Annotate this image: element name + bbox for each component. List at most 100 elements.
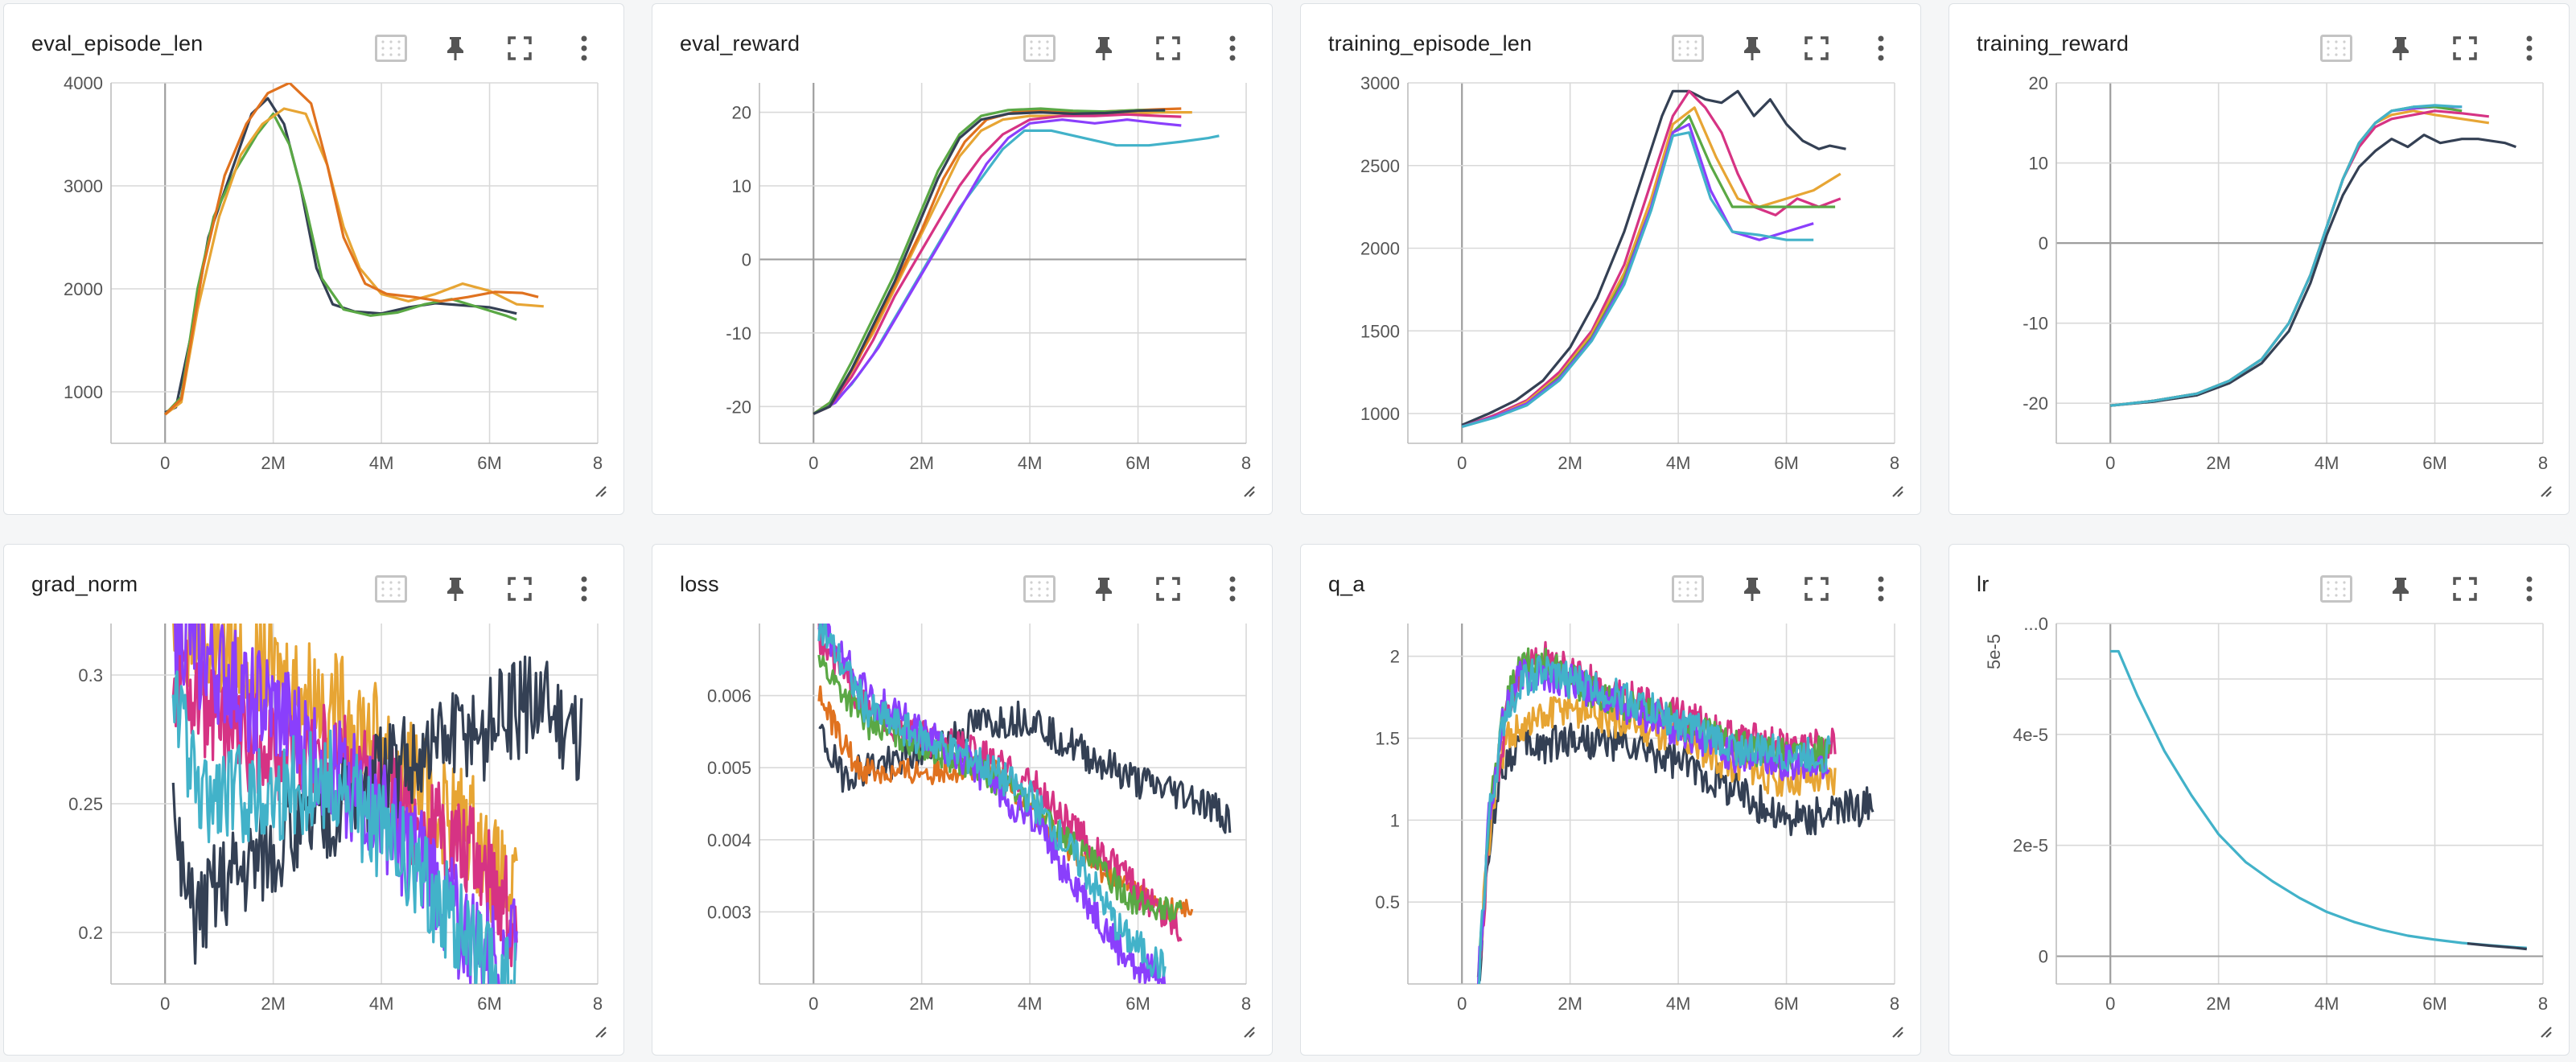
resize-handle-icon[interactable] xyxy=(1888,482,1904,498)
y-tick-label: ...0 xyxy=(2023,614,2048,634)
pin-button[interactable] xyxy=(2381,28,2421,68)
x-tick-label: 2M xyxy=(261,994,286,1014)
fullscreen-icon xyxy=(1156,577,1180,601)
chart-card: training_episode_len 0 2M 4M 6M 8 1000 1500 200… xyxy=(1300,3,1921,515)
data-selection-button[interactable] xyxy=(2316,28,2356,68)
x-tick-label: 0 xyxy=(1457,453,1467,473)
data-selection-icon xyxy=(2320,575,2352,603)
series-line xyxy=(164,112,517,416)
line-chart[interactable]: 0 2M 4M 6M 8 0 2e-5 4e-5 ...0 5e-5 xyxy=(1949,545,2569,1055)
series-line xyxy=(2110,105,2463,407)
series-line xyxy=(1477,722,1874,982)
x-tick-label: 4M xyxy=(2315,994,2339,1014)
y-tick-label: 1.5 xyxy=(1375,729,1400,749)
data-selection-button[interactable] xyxy=(1668,569,1708,609)
data-selection-icon xyxy=(1023,35,1056,62)
line-chart[interactable]: 0 2M 4M 6M 8 0.5 1 1.5 2 xyxy=(1301,545,1920,1055)
line-chart[interactable]: 0 2M 4M 6M 8 0.003 0.004 0.005 0.006 xyxy=(652,545,1272,1055)
fullscreen-button[interactable] xyxy=(500,28,540,68)
y-tick-label: 3000 xyxy=(1360,73,1400,93)
series-line xyxy=(817,624,1167,984)
series-line xyxy=(813,111,1192,415)
pin-button[interactable] xyxy=(435,28,475,68)
resize-handle-icon[interactable] xyxy=(591,482,607,498)
chart-card: loss 0 2M 4M 6M 8 0.003 0.004 0.005 0.006 xyxy=(652,544,1273,1056)
series-line xyxy=(813,107,1166,415)
more-vert-icon xyxy=(1878,35,1884,61)
x-tick-label: 8 xyxy=(593,994,603,1014)
more-vert-icon xyxy=(581,576,587,602)
fullscreen-button[interactable] xyxy=(1148,569,1188,609)
more-options-button[interactable] xyxy=(1861,569,1901,609)
y-tick-label: 1000 xyxy=(64,382,103,402)
data-selection-button[interactable] xyxy=(371,569,411,609)
fullscreen-icon xyxy=(2453,577,2477,601)
pin-icon xyxy=(2393,37,2409,60)
more-vert-icon xyxy=(2526,35,2533,61)
more-options-button[interactable] xyxy=(1861,28,1901,68)
fullscreen-icon xyxy=(1156,36,1180,60)
more-options-button[interactable] xyxy=(2509,28,2549,68)
x-tick-label: 0 xyxy=(809,453,818,473)
data-selection-button[interactable] xyxy=(1019,569,1060,609)
series-line xyxy=(2110,109,2490,407)
y-tick-label: 0 xyxy=(2039,233,2048,253)
fullscreen-icon xyxy=(1804,577,1829,601)
resize-handle-icon[interactable] xyxy=(2537,1023,2553,1039)
y-tick-label: 0.004 xyxy=(707,830,751,850)
resize-handle-icon[interactable] xyxy=(1240,482,1256,498)
more-options-button[interactable] xyxy=(1212,28,1253,68)
y-tick-label: 2e-5 xyxy=(2013,836,2048,856)
x-tick-label: 2M xyxy=(909,453,934,473)
data-selection-button[interactable] xyxy=(371,28,411,68)
x-tick-label: 0 xyxy=(160,453,170,473)
more-options-button[interactable] xyxy=(2509,569,2549,609)
line-chart[interactable]: 0 2M 4M 6M 8 0.2 0.25 0.3 xyxy=(4,545,623,1055)
x-tick-label: 4M xyxy=(1666,994,1691,1014)
y-tick-label: 0.2 xyxy=(78,923,103,943)
x-tick-label: 8 xyxy=(2538,453,2548,473)
resize-handle-icon[interactable] xyxy=(1240,1023,1256,1039)
pin-button[interactable] xyxy=(1732,569,1772,609)
line-chart[interactable]: 0 2M 4M 6M 8 1000 1500 2000 2500 3000 xyxy=(1301,4,1920,514)
more-options-button[interactable] xyxy=(564,569,604,609)
resize-handle-icon[interactable] xyxy=(2537,482,2553,498)
x-tick-label: 6M xyxy=(1774,453,1799,473)
pin-button[interactable] xyxy=(1732,28,1772,68)
y-tick-label: 2 xyxy=(1390,647,1400,667)
data-selection-button[interactable] xyxy=(1019,28,1060,68)
y-tick-label: 0 xyxy=(742,249,751,270)
x-tick-label: 2M xyxy=(1558,994,1582,1014)
series-line xyxy=(2110,109,2489,407)
card-toolbar xyxy=(995,569,1253,609)
chart-card: training_reward 0 2M 4M 6M 8 -20 -10 0 10 20 xyxy=(1948,3,2570,515)
y-tick-label: -20 xyxy=(726,397,751,417)
line-chart[interactable]: 0 2M 4M 6M 8 -20 -10 0 10 20 xyxy=(652,4,1272,514)
series-line xyxy=(2110,649,2527,949)
pin-icon xyxy=(447,578,463,601)
resize-handle-icon[interactable] xyxy=(1888,1023,1904,1039)
more-vert-icon xyxy=(581,35,587,61)
more-options-button[interactable] xyxy=(564,28,604,68)
fullscreen-button[interactable] xyxy=(1796,28,1837,68)
card-toolbar xyxy=(995,28,1253,68)
pin-button[interactable] xyxy=(1084,569,1124,609)
fullscreen-button[interactable] xyxy=(1148,28,1188,68)
x-tick-label: 0 xyxy=(1457,994,1467,1014)
line-chart[interactable]: 0 2M 4M 6M 8 -20 -10 0 10 20 xyxy=(1949,4,2569,514)
more-options-button[interactable] xyxy=(1212,569,1253,609)
fullscreen-button[interactable] xyxy=(1796,569,1837,609)
series-line xyxy=(1461,114,1836,428)
x-tick-label: 0 xyxy=(2105,994,2115,1014)
x-tick-label: 8 xyxy=(1890,453,1899,473)
pin-button[interactable] xyxy=(2381,569,2421,609)
data-selection-button[interactable] xyxy=(2316,569,2356,609)
fullscreen-button[interactable] xyxy=(500,569,540,609)
fullscreen-button[interactable] xyxy=(2445,569,2485,609)
resize-handle-icon[interactable] xyxy=(591,1023,607,1039)
data-selection-button[interactable] xyxy=(1668,28,1708,68)
pin-button[interactable] xyxy=(435,569,475,609)
fullscreen-button[interactable] xyxy=(2445,28,2485,68)
pin-button[interactable] xyxy=(1084,28,1124,68)
line-chart[interactable]: 0 2M 4M 6M 8 1000 2000 3000 4000 xyxy=(4,4,623,514)
